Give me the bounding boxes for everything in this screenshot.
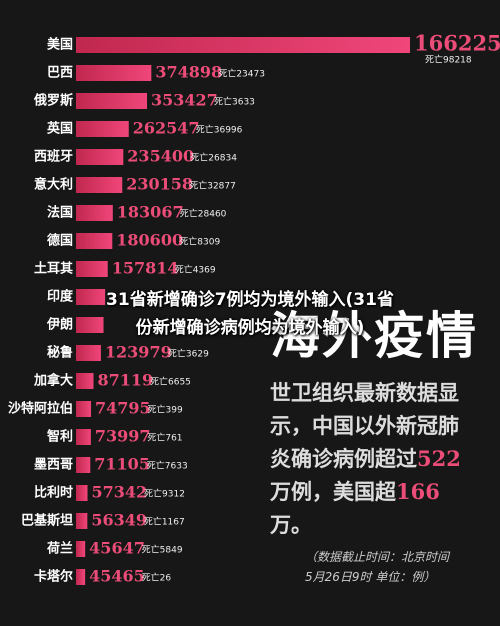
value-label: 235400 xyxy=(127,147,194,166)
bar xyxy=(76,401,92,417)
bar xyxy=(76,373,94,389)
death-label: 死亡6655 xyxy=(150,376,191,388)
category-label: 比利时 xyxy=(34,485,73,501)
category-label: 沙特阿拉伯 xyxy=(8,401,73,417)
death-label: 死亡26 xyxy=(142,572,172,584)
bar xyxy=(76,93,148,109)
value-label: 353427 xyxy=(151,91,218,110)
value-label: 183067 xyxy=(117,203,184,222)
note: （数据截止时间：北京时间 xyxy=(305,550,450,564)
category-label: 加拿大 xyxy=(33,373,73,389)
category-label: 秘鲁 xyxy=(47,345,73,361)
category-label: 俄罗斯 xyxy=(33,93,73,109)
category-label: 德国 xyxy=(47,233,73,249)
bar xyxy=(76,121,129,137)
death-label: 死亡3633 xyxy=(214,96,255,108)
category-label: 美国 xyxy=(47,37,73,53)
death-label: 死亡36996 xyxy=(196,124,243,136)
category-label: 法国 xyxy=(47,205,73,221)
value-label: 123979 xyxy=(105,343,172,362)
bar xyxy=(76,541,86,557)
headline: 31省新增确诊7例均为境外输入(31省 xyxy=(106,290,394,310)
summary: 世卫组织最新数据显示，中国以外新冠肺炎确诊病例超过522 万例，美国超166 万。 xyxy=(270,376,475,541)
death-label: 死亡32877 xyxy=(189,180,236,192)
value-label: 157814 xyxy=(112,259,179,278)
banner: 海外疫情 xyxy=(270,306,478,365)
bar xyxy=(76,289,106,305)
death-label: 死亡8309 xyxy=(179,236,220,248)
headline: 份新增确诊病例均为境外输入) xyxy=(135,318,365,338)
category-label: 西班牙 xyxy=(34,149,73,165)
death-label: 死亡7633 xyxy=(147,460,188,472)
value-label: 87119 xyxy=(98,371,154,390)
bar xyxy=(76,345,101,361)
bar xyxy=(76,65,152,81)
death-label: 死亡9312 xyxy=(144,488,185,500)
death-label: 死亡399 xyxy=(148,404,183,416)
value-label: 57342 xyxy=(92,483,148,502)
value-label: 374898 xyxy=(155,63,222,82)
category-label: 英国 xyxy=(46,121,73,137)
death-label: 死亡4369 xyxy=(175,264,216,276)
summary-part: 万例，美国超 xyxy=(270,479,396,504)
bar xyxy=(76,457,91,473)
summary-part: 世卫组织最新数据显示，中国以外新冠肺炎确诊病例超过 xyxy=(270,380,459,471)
bar xyxy=(76,261,108,277)
category-label: 巴基斯坦 xyxy=(21,513,73,529)
bar xyxy=(76,513,88,529)
value-label: 45647 xyxy=(89,539,145,558)
bar xyxy=(76,317,104,333)
value-label: 180600 xyxy=(116,231,183,250)
bar xyxy=(76,485,88,501)
value-label: 1662250 xyxy=(414,31,500,56)
bar xyxy=(76,37,410,53)
death-label: 死亡98218 xyxy=(425,54,472,66)
death-label: 死亡23473 xyxy=(218,68,265,80)
category-label: 巴西 xyxy=(47,66,73,81)
bar xyxy=(76,149,124,165)
value-label: 56349 xyxy=(91,511,147,530)
death-label: 死亡5849 xyxy=(142,544,183,556)
summary-part: 166 xyxy=(396,479,440,504)
category-label: 荷兰 xyxy=(46,541,73,557)
category-label: 伊朗 xyxy=(46,317,73,333)
bar xyxy=(76,569,86,585)
value-label: 74795 xyxy=(95,399,151,418)
category-label: 意大利 xyxy=(34,177,73,193)
value-label: 71105 xyxy=(94,455,150,474)
value-label: 73997 xyxy=(95,427,151,446)
category-label: 印度 xyxy=(47,289,74,305)
category-label: 土耳其 xyxy=(34,261,73,277)
bar xyxy=(76,429,91,445)
death-label: 死亡3629 xyxy=(168,348,209,360)
death-label: 死亡761 xyxy=(147,432,182,444)
category-label: 墨西哥 xyxy=(34,457,73,473)
bar xyxy=(76,205,113,221)
summary-part: 522 xyxy=(417,446,461,471)
bar xyxy=(76,177,123,193)
note: 5月26日9时 单位：例） xyxy=(305,570,436,584)
category-label: 智利 xyxy=(47,429,73,445)
summary-part: 万。 xyxy=(270,512,312,537)
death-label: 死亡26834 xyxy=(190,152,237,164)
value-label: 262547 xyxy=(133,119,200,138)
bar xyxy=(76,233,113,249)
value-label: 45465 xyxy=(89,567,145,586)
value-label: 230158 xyxy=(126,175,193,194)
death-label: 死亡1167 xyxy=(144,516,185,528)
death-label: 死亡28460 xyxy=(180,208,227,220)
category-label: 卡塔尔 xyxy=(34,569,73,585)
